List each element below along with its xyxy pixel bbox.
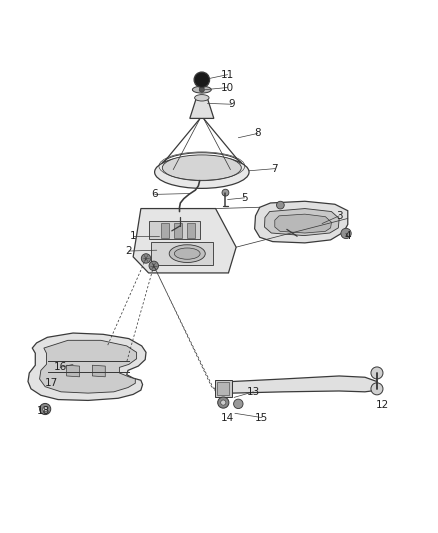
Ellipse shape [174,248,200,259]
Polygon shape [275,214,332,233]
Bar [215,380,232,398]
Ellipse shape [192,86,211,93]
Text: 7: 7 [272,164,278,174]
Text: 1: 1 [130,231,137,240]
Text: 15: 15 [255,413,268,423]
Text: 17: 17 [45,378,58,388]
Circle shape [233,399,243,409]
Polygon shape [215,376,378,393]
Text: 8: 8 [254,128,261,139]
Polygon shape [39,341,137,393]
Circle shape [276,201,284,209]
Polygon shape [92,365,105,377]
Polygon shape [265,208,339,236]
Circle shape [39,403,51,415]
Circle shape [218,397,229,408]
Text: 4: 4 [344,231,351,240]
Circle shape [341,228,351,239]
Ellipse shape [169,245,205,262]
Circle shape [149,261,159,271]
Circle shape [141,254,151,263]
Bar [161,223,169,238]
Ellipse shape [162,155,241,181]
Polygon shape [151,243,213,265]
Polygon shape [133,208,236,273]
Text: 18: 18 [36,406,49,416]
Text: 2: 2 [126,246,132,256]
Polygon shape [254,201,348,243]
Text: 13: 13 [247,387,260,397]
Polygon shape [28,333,146,400]
Circle shape [194,72,209,87]
Text: 6: 6 [151,189,158,199]
Circle shape [199,87,205,92]
Text: 10: 10 [221,83,234,93]
Text: 12: 12 [375,400,389,410]
Ellipse shape [155,156,249,188]
Text: 11: 11 [221,70,234,79]
Polygon shape [67,365,79,377]
Text: 16: 16 [53,362,67,373]
Circle shape [371,367,383,379]
Bar [174,223,182,238]
Bar [187,223,194,238]
Text: 14: 14 [221,413,234,423]
Polygon shape [174,213,187,217]
Bar [217,382,230,395]
Circle shape [371,383,383,395]
Text: 3: 3 [336,211,343,221]
Polygon shape [190,97,214,118]
Polygon shape [148,221,200,239]
Circle shape [42,407,48,411]
Ellipse shape [194,94,209,101]
Text: 5: 5 [241,193,248,203]
Text: 9: 9 [229,99,235,109]
Circle shape [221,400,226,405]
Circle shape [222,189,229,196]
